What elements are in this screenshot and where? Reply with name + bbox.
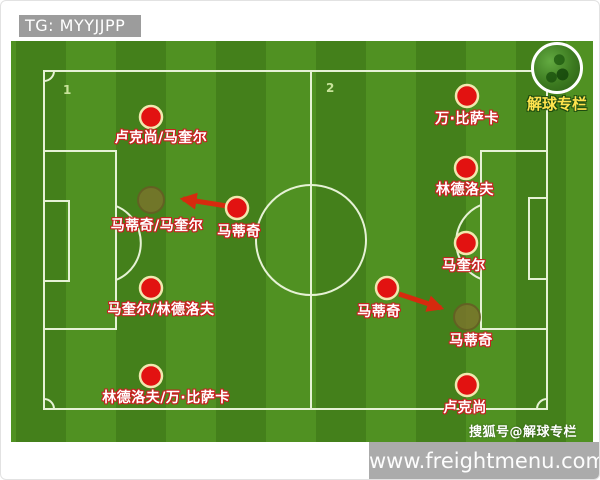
player-dot <box>454 83 480 109</box>
player-label: 马蒂奇/马奎尔 <box>110 218 204 234</box>
logo-title: 解球专栏 <box>526 95 587 113</box>
player-label: 马奎尔/林德洛夫 <box>107 302 215 318</box>
player-label: 林德洛夫 <box>436 182 494 198</box>
player-label: 马奎尔 <box>442 258 486 274</box>
player-dot <box>138 363 164 389</box>
pitch-field <box>11 41 593 442</box>
player-dot <box>138 275 164 301</box>
player-dot <box>138 104 164 130</box>
player-label: 马蒂奇 <box>357 304 401 320</box>
movement-arrow-right <box>398 291 445 312</box>
player-label: 马蒂奇 <box>217 224 261 240</box>
website-banner: www.freightmenu.com <box>369 442 599 479</box>
player-dot <box>453 155 479 181</box>
zone-number-1: 1 <box>63 83 72 97</box>
player-label: 马蒂奇 <box>449 333 493 349</box>
player-label: 林德洛夫/万·比萨卡 <box>102 390 230 406</box>
tg-banner: TG: MYYJJPP <box>19 15 142 37</box>
watermark-text: 搜狐号@解球专栏 <box>468 425 577 440</box>
movement-arrow-left <box>179 192 228 210</box>
ghost-dot <box>453 303 481 331</box>
player-label: 卢克尚/马奎尔 <box>114 130 208 146</box>
player-label: 卢克尚 <box>443 400 487 416</box>
player-dot <box>374 275 400 301</box>
zone-number-2: 2 <box>326 81 335 95</box>
player-dot <box>453 230 479 256</box>
player-label: 万·比萨卡 <box>435 111 499 127</box>
ghost-dot <box>137 186 165 214</box>
player-dot <box>224 195 250 221</box>
football-logo-icon <box>531 42 583 94</box>
player-dot <box>454 372 480 398</box>
